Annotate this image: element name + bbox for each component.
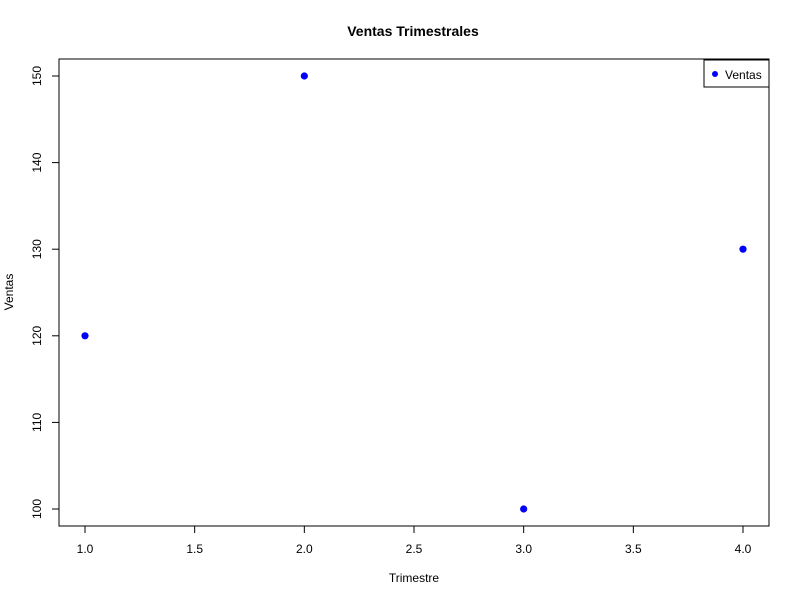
y-axis-label: Ventas (2, 274, 16, 311)
data-points (81, 72, 747, 513)
legend-marker (712, 71, 718, 77)
x-tick-label: 1.5 (186, 542, 203, 556)
data-point (520, 505, 528, 513)
y-tick-label: 120 (30, 325, 44, 345)
x-tick-label: 2.5 (406, 542, 423, 556)
y-tick-label: 130 (30, 239, 44, 259)
x-tick-label: 4.0 (735, 542, 752, 556)
x-tick-label: 2.0 (296, 542, 313, 556)
plot-frame (58, 58, 770, 527)
y-tick-label: 140 (30, 152, 44, 172)
y-tick-label: 150 (30, 66, 44, 86)
x-axis-label: Trimestre (389, 571, 440, 585)
legend-label: Ventas (725, 68, 762, 82)
x-tick-label: 1.0 (77, 542, 94, 556)
x-tick-label: 3.5 (625, 542, 642, 556)
legend: Ventas (703, 59, 770, 88)
y-tick-label: 110 (30, 413, 44, 432)
data-point (300, 72, 308, 80)
data-point (739, 245, 747, 253)
y-axis: 100 110 120 130 140 150 (30, 66, 60, 519)
x-axis: 1.0 1.5 2.0 2.5 3.0 3.5 4.0 (77, 525, 752, 556)
x-tick-label: 3.0 (515, 542, 532, 556)
y-tick-label: 100 (30, 499, 44, 519)
chart-title: Ventas Trimestrales (347, 23, 479, 39)
data-point (81, 332, 89, 340)
